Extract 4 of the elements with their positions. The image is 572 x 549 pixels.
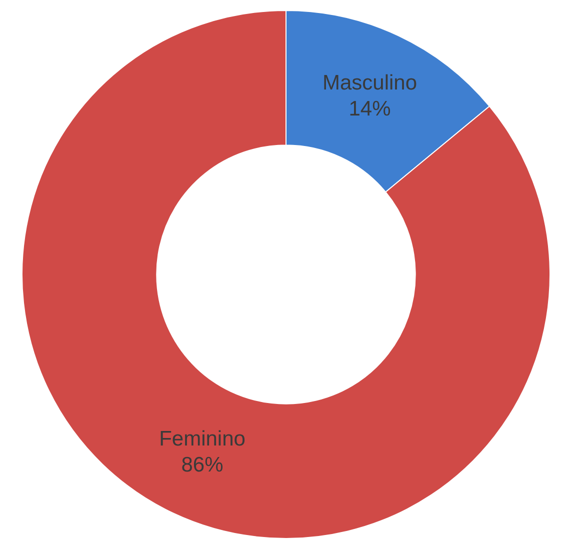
data-label: 14% <box>348 97 391 120</box>
slice-label: Feminino <box>159 427 246 450</box>
data-label: 86% <box>181 453 224 476</box>
slice-label: Masculino <box>322 71 418 94</box>
